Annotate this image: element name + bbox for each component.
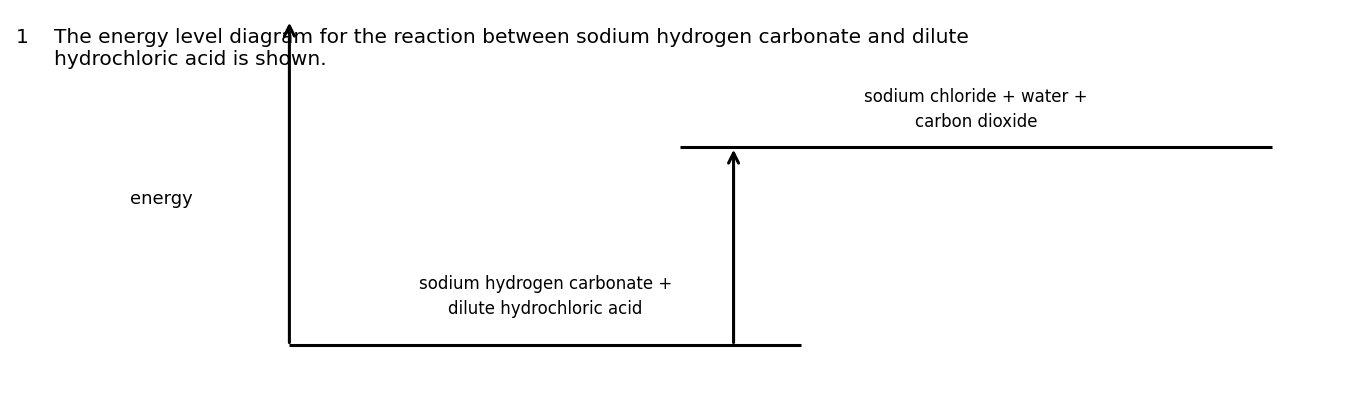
Text: The energy level diagram for the reaction between sodium hydrogen carbonate and : The energy level diagram for the reactio… <box>54 28 969 69</box>
Text: sodium chloride + water +
carbon dioxide: sodium chloride + water + carbon dioxide <box>864 88 1088 131</box>
Text: 1: 1 <box>16 28 30 47</box>
Text: sodium hydrogen carbonate +
dilute hydrochloric acid: sodium hydrogen carbonate + dilute hydro… <box>419 275 672 318</box>
Text: energy: energy <box>131 189 192 208</box>
